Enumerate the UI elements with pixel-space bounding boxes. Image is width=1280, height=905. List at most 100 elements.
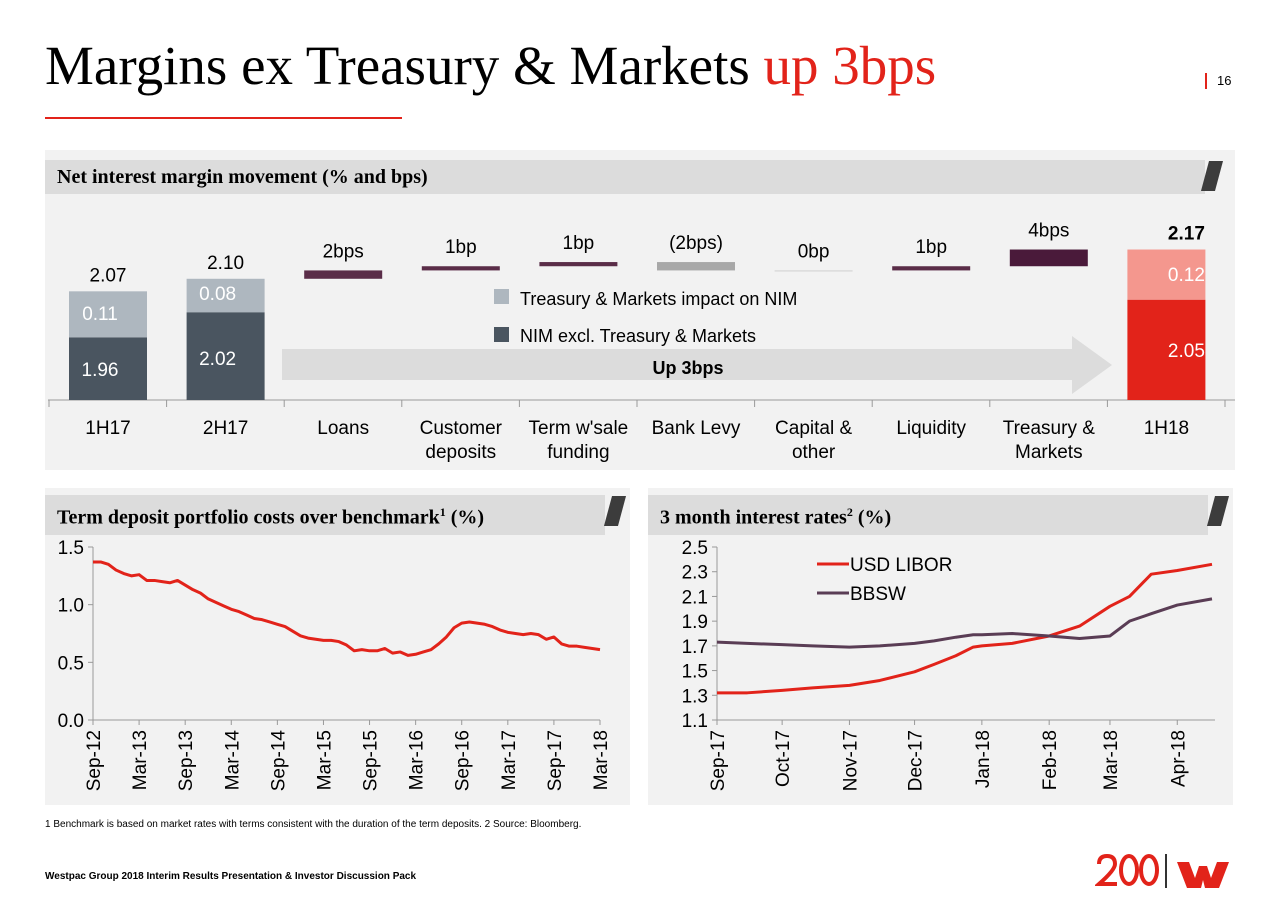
- category-label: 1H18: [1144, 418, 1189, 439]
- x-tick-label: Apr-18: [1168, 730, 1189, 787]
- legend-swatch-tm: [494, 289, 509, 304]
- step-label: 0bp: [798, 241, 830, 262]
- slash-decoration: [1206, 496, 1230, 526]
- category-label: Capital &: [775, 418, 852, 439]
- td-cost-chart: 0.0 0.5 1.0 1.5 Sep-12 Mar-13 Sep-13 Mar-14 Sep-…: [58, 538, 612, 792]
- waterfall-step-bar: [657, 262, 735, 271]
- series-line-usd-libor: [717, 562, 1213, 695]
- bar-label-tm: 0.08: [199, 284, 236, 305]
- step-label: 1bp: [563, 233, 595, 254]
- bar-total-label: 2.10: [207, 253, 244, 274]
- category-label: funding: [547, 442, 609, 463]
- bar-total-label: 2.07: [90, 265, 127, 286]
- bar-label-nim: 2.05: [1168, 341, 1205, 362]
- bar-label-nim: 2.02: [199, 349, 236, 370]
- legend-label-tm: Treasury & Markets impact on NIM: [520, 289, 797, 309]
- legend-label: BBSW: [850, 584, 906, 605]
- x-tick-label: Mar-16: [407, 730, 428, 790]
- title-underline: [45, 117, 402, 119]
- legend-label-nim: NIM excl. Treasury & Markets: [520, 326, 756, 346]
- x-tick-label: Oct-17: [773, 730, 794, 787]
- step-label: (2bps): [669, 233, 723, 254]
- x-tick-label: Sep-12: [84, 730, 105, 791]
- y-tick-label: 1.9: [682, 612, 708, 633]
- waterfall-chart: Up 3bps Treasury & Markets impact on NIM N…: [48, 221, 1235, 463]
- legend-swatch-nim: [494, 327, 509, 342]
- x-tick-label: Mar-18: [1101, 730, 1122, 790]
- bar-tm-impact: [186, 278, 265, 313]
- bar-nim-excl: [69, 337, 147, 400]
- arrow-label: Up 3bps: [652, 358, 723, 378]
- x-tick-label: Sep-15: [361, 730, 382, 791]
- page-title: Margins ex Treasury & Markets up 3bps: [45, 35, 937, 96]
- rates-panel-header: 3 month interest rates2 (%): [648, 495, 1208, 535]
- series-line-td-cost: [93, 560, 601, 657]
- legend-label: USD LIBOR: [850, 555, 952, 576]
- category-label: Bank Levy: [652, 418, 741, 439]
- bar-tm-impact: [1127, 249, 1206, 300]
- x-tick-label: Mar-18: [591, 730, 612, 790]
- y-tick-label: 1.0: [58, 596, 84, 617]
- category-label: Customer: [420, 418, 503, 439]
- x-tick-label: Mar-13: [130, 730, 151, 790]
- td-panel: Term deposit portfolio costs over benchm…: [45, 488, 630, 805]
- rates-chart: 1.1 1.3 1.5 1.7 1.9 2.1 2.3 2.5 Sep-17 Oct-17 Nov-…: [682, 538, 1215, 791]
- bar-total-label: 2.17: [1168, 224, 1205, 245]
- x-tick-label: Sep-17: [545, 730, 566, 791]
- category-label: deposits: [425, 442, 496, 463]
- step-label: 2bps: [323, 241, 364, 262]
- up-arrow: [282, 336, 1112, 394]
- x-tick-label: Mar-14: [222, 730, 243, 791]
- x-tick-label: Sep-13: [176, 730, 197, 791]
- footer: Westpac Group 2018 Interim Results Prese…: [45, 871, 417, 882]
- slash-decoration: [603, 496, 627, 526]
- westpac-200-logo: [1095, 853, 1229, 888]
- y-tick-label: 2.3: [682, 563, 708, 584]
- waterfall-step-bar: [421, 266, 500, 271]
- x-tick-label: Mar-17: [499, 730, 520, 790]
- x-tick-label: Sep-16: [453, 730, 474, 791]
- td-panel-header: Term deposit portfolio costs over benchm…: [45, 495, 605, 535]
- x-tick-label: Sep-14: [268, 730, 289, 792]
- waterfall-step-bar: [892, 266, 971, 271]
- series-line-bbsw: [716, 597, 1213, 649]
- rates-panel: 3 month interest rates2 (%): [648, 488, 1233, 805]
- bar-label-tm: 0.12: [1168, 265, 1205, 286]
- y-tick-label: 1.1: [682, 711, 708, 732]
- waterfall-step-bar: [304, 270, 383, 279]
- bar-nim-excl: [1127, 299, 1206, 400]
- title-highlight: up 3bps: [763, 35, 937, 96]
- y-tick-label: 1.5: [58, 538, 84, 559]
- y-tick-label: 1.5: [682, 662, 708, 683]
- x-tick-label: Sep-17: [708, 730, 729, 791]
- bar-tm-impact: [69, 291, 147, 338]
- waterfall-step-bar: [539, 262, 618, 267]
- x-tick-label: Dec-17: [906, 730, 927, 791]
- waterfall-step-bar: [1009, 249, 1088, 267]
- category-label: Treasury &: [1003, 418, 1096, 439]
- y-tick-label: 2.5: [682, 538, 708, 559]
- y-tick-label: 0.5: [58, 653, 84, 674]
- category-label: other: [792, 442, 836, 463]
- bar-label-tm: 0.11: [82, 304, 118, 325]
- y-tick-label: 1.7: [682, 637, 708, 658]
- category-label: Markets: [1015, 442, 1083, 463]
- bar-label-nim: 1.96: [82, 360, 119, 381]
- y-tick-label: 1.3: [682, 686, 708, 707]
- page-number: 16: [1205, 73, 1231, 89]
- step-label: 1bp: [445, 237, 477, 258]
- y-tick-label: 2.1: [682, 587, 708, 608]
- x-tick-label: Feb-18: [1040, 730, 1061, 790]
- x-tick-label: Mar-15: [314, 730, 335, 790]
- category-label: 1H17: [85, 418, 130, 439]
- step-label: 4bps: [1028, 221, 1069, 242]
- category-label: Liquidity: [896, 418, 966, 439]
- category-label: 2H17: [203, 418, 248, 439]
- nim-panel-header: Net interest margin movement (% and bps): [45, 160, 1205, 194]
- step-label: 1bp: [915, 237, 947, 258]
- category-label: Term w'sale: [529, 418, 629, 439]
- bar-nim-excl: [186, 312, 265, 400]
- category-label: Loans: [317, 418, 369, 439]
- x-tick-label: Jan-18: [973, 730, 994, 788]
- footnote: 1 Benchmark is based on market rates wit…: [45, 819, 582, 830]
